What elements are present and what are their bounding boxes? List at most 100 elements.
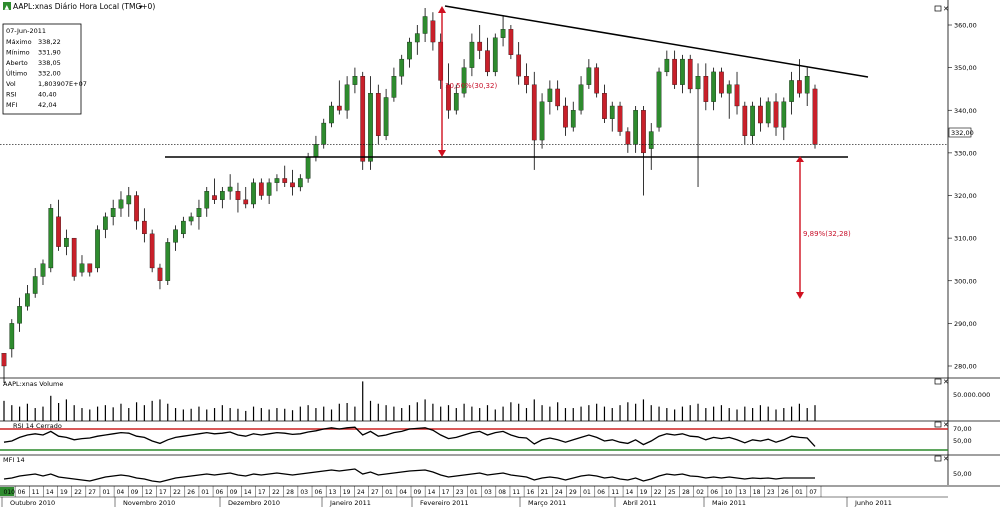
candle-body xyxy=(742,105,748,136)
x-axis-day-label: 01 xyxy=(583,489,591,496)
x-axis-day-label: 06 xyxy=(710,489,718,496)
x-axis-day-label: 11 xyxy=(32,489,40,496)
rsi-line xyxy=(3,426,816,447)
candle-body xyxy=(313,144,319,158)
x-axis-day-label: 09 xyxy=(131,489,139,496)
x-axis-day-label: 26 xyxy=(781,489,789,496)
x-axis-day-label: 19 xyxy=(60,489,68,496)
price-axis-ticks: 360,00 350,00 340,00 330,00 320,00 310,00 300,… xyxy=(948,22,977,371)
main-panel-maximize-icon[interactable] xyxy=(934,5,942,12)
x-axis-month-label: Janeiro 2011 xyxy=(329,499,371,507)
price-tick-label: 310,00 xyxy=(954,235,977,243)
candle-body xyxy=(71,237,77,277)
price-tick-label: 290,00 xyxy=(954,320,977,328)
candle-body xyxy=(617,105,623,132)
x-axis-day-label: 13 xyxy=(739,489,747,496)
candle-body xyxy=(555,88,561,107)
candle-body xyxy=(297,178,303,188)
candle-body xyxy=(563,105,568,128)
main-panel-close-icon[interactable]: ✕ xyxy=(943,5,949,13)
candle-body xyxy=(664,58,670,73)
candle-body xyxy=(797,80,802,94)
info-label: Mínimo xyxy=(6,49,30,57)
info-label: Aberto xyxy=(6,59,28,67)
x-axis-day-label: 01 xyxy=(102,489,110,496)
candle-body xyxy=(290,182,295,188)
candle-body xyxy=(360,76,366,162)
candle-body xyxy=(758,105,763,124)
candle-body xyxy=(789,80,794,102)
x-axis-day-label: 03 xyxy=(300,489,308,496)
x-axis-day-label: 17 xyxy=(442,489,450,496)
volume-panel-title: AAPL:xnas Volume xyxy=(3,380,63,388)
candle-body xyxy=(103,216,108,230)
x-axis-day-label: 22 xyxy=(74,489,82,496)
up-move-arrow xyxy=(438,6,446,157)
mfi-panel-maximize-icon[interactable] xyxy=(934,455,942,462)
candle-body xyxy=(570,110,576,128)
candle-body xyxy=(79,263,85,273)
candlestick-series xyxy=(1,7,818,384)
candle-body xyxy=(656,71,662,128)
candle-body xyxy=(469,41,475,68)
mfi-panel-close-icon[interactable]: ✕ xyxy=(943,455,949,463)
candle-body xyxy=(477,41,483,51)
x-axis-day-label: 14 xyxy=(46,489,54,496)
candle-body xyxy=(516,54,522,77)
price-tick-label: 340,00 xyxy=(954,107,977,115)
rsi-panel-maximize-icon[interactable] xyxy=(934,421,942,428)
candle-body xyxy=(672,58,677,85)
candle-body xyxy=(118,199,124,209)
last-price-box xyxy=(948,127,972,138)
x-axis-day-label: 06 xyxy=(216,489,224,496)
x-axis-day-label: 25 xyxy=(668,489,676,496)
candle-body xyxy=(95,229,100,269)
candle-body xyxy=(212,195,217,200)
x-axis-month-label: Dezembro 2010 xyxy=(228,499,280,507)
candle-body xyxy=(87,263,93,273)
volume-panel-maximize-icon[interactable] xyxy=(934,378,942,385)
candle-body xyxy=(508,29,514,55)
x-axis-day-label: 23 xyxy=(456,489,464,496)
x-axis-day-label: 17 xyxy=(258,489,266,496)
candle-body xyxy=(578,84,584,111)
x-axis-day-label: 22 xyxy=(272,489,280,496)
info-label: Vol xyxy=(6,80,16,88)
candle-body xyxy=(40,263,46,277)
candle-body xyxy=(391,76,397,98)
candle-body xyxy=(711,71,716,102)
candle-body xyxy=(446,84,451,111)
candle-body xyxy=(375,93,381,136)
x-axis-day-label: 21 xyxy=(541,489,549,496)
title-dropdown-icon[interactable]: ▾ xyxy=(139,3,143,11)
candle-body xyxy=(251,182,256,205)
price-tick-label: 330,00 xyxy=(954,149,977,157)
x-axis-day-label: 26 xyxy=(187,489,195,496)
candle-body xyxy=(17,306,22,324)
candle-body xyxy=(352,76,358,85)
x-axis-day-label: 01 xyxy=(201,489,209,496)
candle-body xyxy=(165,242,171,281)
x-axis-day-label: 06 xyxy=(315,489,323,496)
candle-body xyxy=(750,105,755,136)
candle-body xyxy=(321,122,327,145)
x-axis-day-label: 010 xyxy=(4,489,16,496)
candle-body xyxy=(765,101,771,124)
volume-panel-close-icon[interactable]: ✕ xyxy=(943,378,949,386)
mfi-line xyxy=(3,468,815,483)
rsi-panel-close-icon[interactable]: ✕ xyxy=(943,421,949,429)
rsi-tick-50: 50,00 xyxy=(953,437,972,445)
x-axis-day-label: 19 xyxy=(343,489,351,496)
candle-body xyxy=(641,110,646,154)
candle-body xyxy=(274,178,280,183)
x-axis-month-label: Novembro 2010 xyxy=(123,499,175,507)
x-axis-day-label: 29 xyxy=(569,489,577,496)
x-axis-day-label: 13 xyxy=(329,489,337,496)
candle-body xyxy=(695,76,701,90)
info-value: 40,40 xyxy=(38,91,57,99)
volume-series xyxy=(3,381,816,421)
rsi-panel-title: RSI 14 Cerrado xyxy=(13,422,62,430)
x-axis-day-label: 01 xyxy=(470,489,478,496)
